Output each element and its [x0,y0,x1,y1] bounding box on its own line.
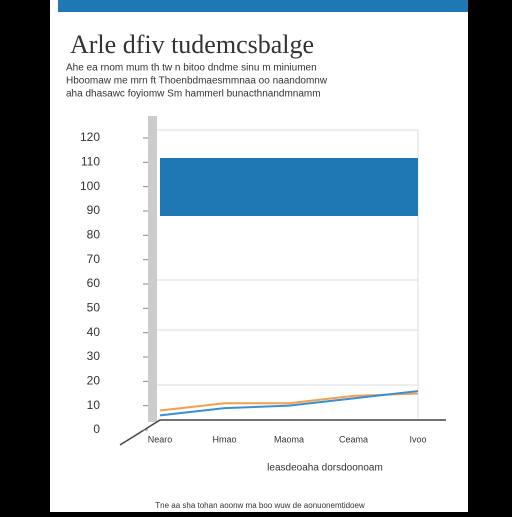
subtitle: aha dhasawc foyiomw Sm hammerl bunacthna… [66,89,321,100]
y-tick-label: 0 [93,422,100,436]
y-tick-label: 40 [87,325,101,339]
y-tick-label: 110 [81,155,100,169]
chart-title: Arle dfiv tudemcsbalge [70,30,314,59]
highlight-band [160,158,418,216]
y-axis-bar [148,116,157,422]
y-tick-label: 120 [80,130,100,144]
x-tick-label: Nearo [148,434,173,444]
y-tick-label: 80 [87,228,101,242]
top-bar [58,0,468,12]
x-tick-label: Hmao [212,434,236,444]
footnote: Tne aa sha tohan aoonw ma boo wuw de aon… [155,501,365,510]
x-axis-title: leasdeoaha dorsdoonoam [267,463,383,474]
subtitle: Ahe ea rnom mum th tw n bitoo dndme sinu… [66,63,317,74]
y-tick-label: 60 [87,276,101,290]
y-tick-label: 90 [87,203,101,217]
y-tick-label: 50 [87,301,101,315]
x-tick-label: Maoma [274,434,304,444]
subtitle: Hboomaw me mrn ft Thoenbdmaesmmnaa oo na… [66,76,328,87]
page-sheet [50,0,468,512]
x-axis [119,419,446,446]
x-tick-label: Ceama [339,434,368,444]
x-tick-label: Ivoo [409,434,426,444]
y-tick-label: 20 [87,374,101,388]
y-tick-label: 30 [87,349,101,363]
series-line [159,390,419,417]
y-tick-label: 100 [80,179,100,193]
y-tick-label: 70 [87,252,101,266]
y-tick-label: 10 [87,398,101,412]
